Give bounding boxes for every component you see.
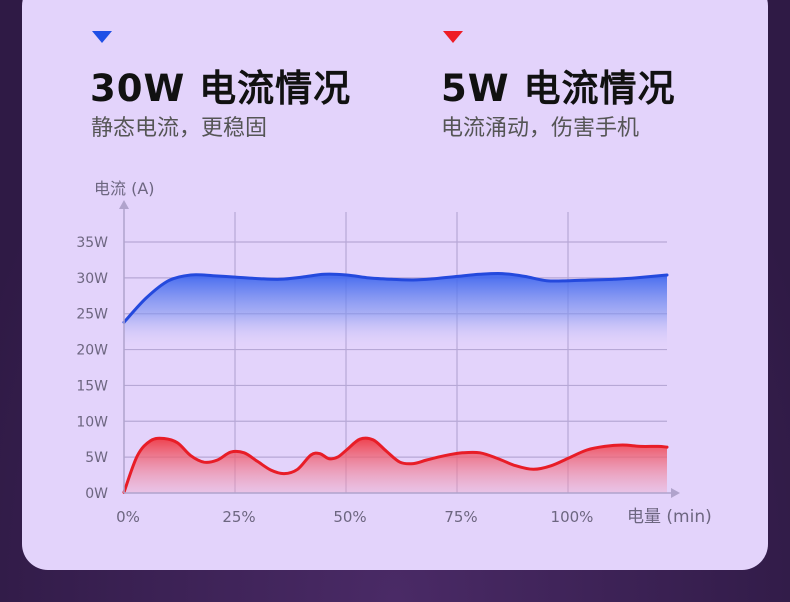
data-point-5w [639, 445, 641, 447]
data-point-5w [336, 456, 338, 458]
data-point-5w [657, 445, 659, 447]
data-point-30w [479, 273, 481, 275]
y-tick-label: 15W [76, 378, 108, 394]
data-point-5w [461, 452, 463, 454]
data-point-5w [136, 455, 138, 457]
series-area-5w [124, 438, 667, 493]
data-point-30w [412, 279, 414, 281]
data-point-5w [443, 455, 445, 457]
legend-30w-title: 30W 电流情况 [90, 67, 352, 110]
data-point-5w [604, 445, 606, 447]
data-point-5w [532, 468, 534, 470]
x-tick-label: 25% [222, 508, 255, 526]
series-areas [124, 273, 667, 493]
data-point-5w [497, 457, 499, 459]
data-point-30w [279, 278, 281, 280]
data-point-5w [372, 439, 374, 441]
y-tick-label: 5W [85, 450, 108, 466]
data-point-30w [501, 272, 503, 274]
axes [119, 200, 680, 498]
data-point-5w [666, 446, 668, 448]
data-point-5w [399, 461, 401, 463]
tick-labels: 0W 5W 10W 15W 20W 25W 30W 35W 0% 25% 50% 75% 100% 电流 … [76, 179, 711, 527]
series-line-5w [122, 436, 669, 494]
data-point-5w [176, 442, 178, 444]
y-tick-label: 30W [76, 271, 108, 287]
data-point-5w [230, 451, 232, 453]
data-point-30w [145, 297, 147, 299]
series-area-30w [124, 273, 667, 350]
legend-30w-subtitle: 静态电流，更稳固 [91, 116, 268, 141]
data-point-5w [150, 439, 152, 441]
data-point-30w [234, 276, 236, 278]
legend-5w-subtitle: 电流涌动，伤害手机 [441, 116, 640, 141]
data-point-30w [167, 280, 169, 282]
y-tick-label: 10W [76, 414, 108, 430]
data-point-30w [212, 275, 214, 277]
data-point-5w [190, 455, 192, 457]
y-axis-label: 电流 (A) [94, 179, 155, 198]
data-point-30w [666, 274, 668, 276]
data-point-5w [568, 457, 570, 459]
data-point-30w [457, 275, 459, 277]
data-point-30w [546, 280, 548, 282]
data-point-30w [612, 278, 614, 280]
data-point-5w [550, 465, 552, 467]
data-point-5w [283, 472, 285, 474]
data-point-30w [568, 280, 570, 282]
data-point-5w [426, 459, 428, 461]
data-point-5w [270, 469, 272, 471]
data-point-30w [523, 275, 525, 277]
data-point-30w [190, 274, 192, 276]
data-point-5w [345, 449, 347, 451]
y-tick-label: 25W [76, 307, 108, 323]
data-point-5w [359, 438, 361, 440]
data-point-5w [586, 449, 588, 451]
legend-5w-title: 5W 电流情况 [441, 67, 676, 110]
data-point-5w [319, 452, 321, 454]
data-point-5w [296, 468, 298, 470]
data-point-30w [323, 273, 325, 275]
data-point-30w [590, 279, 592, 281]
y-axis-arrow-icon [119, 200, 129, 209]
data-point-5w [412, 462, 414, 464]
series-lines [122, 271, 669, 494]
data-point-5w [621, 444, 623, 446]
data-point-30w [368, 277, 370, 279]
data-point-5w [310, 454, 312, 456]
x-tick-label: 0% [116, 508, 140, 526]
data-point-5w [243, 452, 245, 454]
data-point-5w [163, 437, 165, 439]
blue-triangle-icon [92, 31, 112, 43]
x-tick-label: 100% [551, 508, 594, 526]
data-point-5w [385, 450, 387, 452]
data-point-5w [216, 459, 218, 461]
data-point-5w [328, 457, 330, 459]
data-point-5w [256, 460, 258, 462]
x-axis-label: 电量 (min) [627, 507, 712, 527]
red-triangle-icon [443, 31, 463, 43]
data-point-30w [345, 274, 347, 276]
y-tick-label: 0W [85, 486, 108, 502]
x-axis-arrow-icon [671, 488, 680, 498]
data-point-5w [515, 465, 517, 467]
y-tick-label: 35W [76, 235, 108, 251]
data-point-30w [256, 277, 258, 279]
x-tick-label: 50% [333, 508, 366, 526]
data-point-5w [203, 461, 205, 463]
y-tick-label: 20W [76, 343, 108, 359]
data-point-30w [390, 278, 392, 280]
data-point-30w [301, 276, 303, 278]
x-tick-label: 75% [444, 508, 477, 526]
data-point-30w [434, 277, 436, 279]
data-point-30w [635, 277, 637, 279]
data-point-5w [479, 452, 481, 454]
series-line-30w [122, 271, 669, 324]
